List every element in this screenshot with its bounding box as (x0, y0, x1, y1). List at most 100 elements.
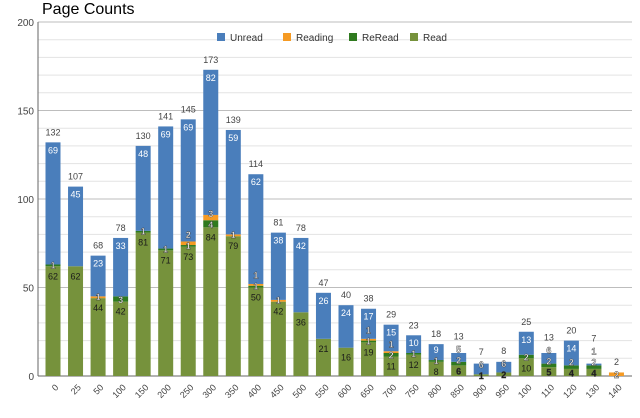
x-tick-label: 600 (336, 382, 354, 400)
data-label-unread: 45 (71, 190, 81, 200)
y-tick-label: 200 (17, 18, 34, 29)
bar-reread (428, 360, 444, 362)
total-label: 29 (386, 310, 396, 320)
bar-unread (225, 129, 241, 235)
data-label-reread: 1 (366, 336, 371, 346)
bar-unread (270, 232, 286, 300)
bar-read (90, 298, 106, 376)
data-label-reread: 2 (591, 357, 596, 367)
total-label: 7 (591, 333, 596, 343)
total-label: 40 (341, 290, 351, 300)
bar-unread (428, 344, 444, 361)
data-label-unread: 10 (409, 338, 419, 348)
bar-read (158, 250, 174, 376)
x-tick-label: 750 (403, 382, 421, 400)
x-tick-label: 800 (426, 382, 444, 400)
chart-title: Page Counts (42, 1, 135, 18)
bar-unread (406, 335, 422, 353)
legend-label-reread: ReRead (362, 33, 399, 44)
data-label-read: 12 (409, 360, 419, 370)
x-tick-label: 100 (516, 382, 534, 400)
data-label-reread: 2 (524, 352, 529, 362)
bar-read (518, 358, 534, 376)
x-tick-label: 950 (493, 382, 511, 400)
x-tick-label: 400 (246, 382, 264, 400)
x-tick-label: 450 (268, 382, 286, 400)
bar-unread (496, 361, 512, 373)
legend-swatch-read (410, 33, 418, 41)
bar-reading (248, 283, 264, 286)
data-label-read: 11 (386, 362, 395, 372)
bar-reread (45, 264, 61, 267)
bar-unread (135, 145, 151, 231)
bar-reread (113, 296, 129, 302)
data-label-read: 6 (456, 367, 461, 377)
bar-unread (563, 340, 579, 366)
data-label-read: 71 (161, 255, 171, 265)
data-label-unread: 69 (48, 145, 58, 155)
bar-reread (563, 365, 579, 369)
data-label-reread: 1 (50, 260, 55, 270)
bar-read (563, 368, 579, 376)
total-label: 145 (181, 104, 196, 114)
total-label: 25 (521, 317, 531, 327)
data-label-read: 21 (318, 344, 328, 354)
bar-read (248, 287, 264, 376)
data-label-read: 5 (546, 368, 551, 378)
total-label: 81 (273, 218, 283, 228)
x-tick-label: 100 (110, 382, 128, 400)
data-label-read: 73 (183, 252, 193, 262)
data-label-read: 1 (479, 371, 484, 381)
bar-read (541, 367, 557, 376)
y-tick-label: 0 (28, 372, 34, 383)
bar-unread (180, 119, 196, 242)
bar-reading (383, 351, 399, 353)
data-label-read: 4 (569, 368, 574, 378)
bar-read (180, 246, 196, 376)
y-tick-label: 150 (17, 107, 34, 118)
data-label-reread: 2 (569, 357, 574, 367)
data-label-unread: 9 (434, 345, 439, 355)
data-label-read: 62 (71, 271, 81, 281)
data-label-unread: 6 (546, 346, 551, 356)
data-label-unread: 38 (273, 236, 283, 246)
data-label-read: 10 (521, 363, 531, 373)
data-label-unread: 23 (93, 259, 103, 269)
data-label-reread: 3 (118, 295, 123, 305)
bar-unread (113, 237, 129, 297)
y-tick-label: 50 (23, 284, 35, 295)
bar-read (496, 372, 512, 376)
data-label-unread: 6 (501, 359, 506, 369)
x-tick-label: 850 (448, 382, 466, 400)
bar-reading (180, 241, 196, 246)
data-label-read: 42 (273, 307, 283, 317)
total-label: 132 (45, 127, 60, 137)
total-label: 18 (431, 329, 441, 339)
total-label: 13 (454, 332, 464, 342)
bar-unread (518, 331, 534, 355)
bar-reread (180, 245, 196, 247)
legend-swatch-reread (349, 33, 357, 41)
bar-reread (135, 230, 151, 233)
data-label-unread: 82 (206, 73, 216, 83)
data-label-unread: 62 (251, 177, 261, 187)
bar-read (135, 232, 151, 376)
bar-unread (541, 352, 557, 364)
bar-reread (158, 248, 174, 251)
x-tick-label: 350 (223, 382, 241, 400)
x-tick-label: 250 (178, 382, 196, 400)
bar-unread (361, 308, 377, 339)
bar-read (451, 365, 467, 376)
data-label-read: 2 (501, 370, 506, 380)
bar-unread (473, 363, 489, 375)
legend-swatch-reading (283, 33, 291, 41)
data-label-unread: 14 (566, 344, 576, 354)
data-label-reread: 4 (208, 220, 213, 230)
data-label-unread: 6 (479, 360, 484, 370)
total-label: 114 (249, 159, 263, 169)
data-label-reading: 1 (96, 292, 101, 302)
data-label-read: 4 (591, 368, 596, 378)
total-label: 173 (203, 55, 218, 65)
bar-reading (203, 214, 219, 221)
bar-unread (90, 255, 106, 297)
